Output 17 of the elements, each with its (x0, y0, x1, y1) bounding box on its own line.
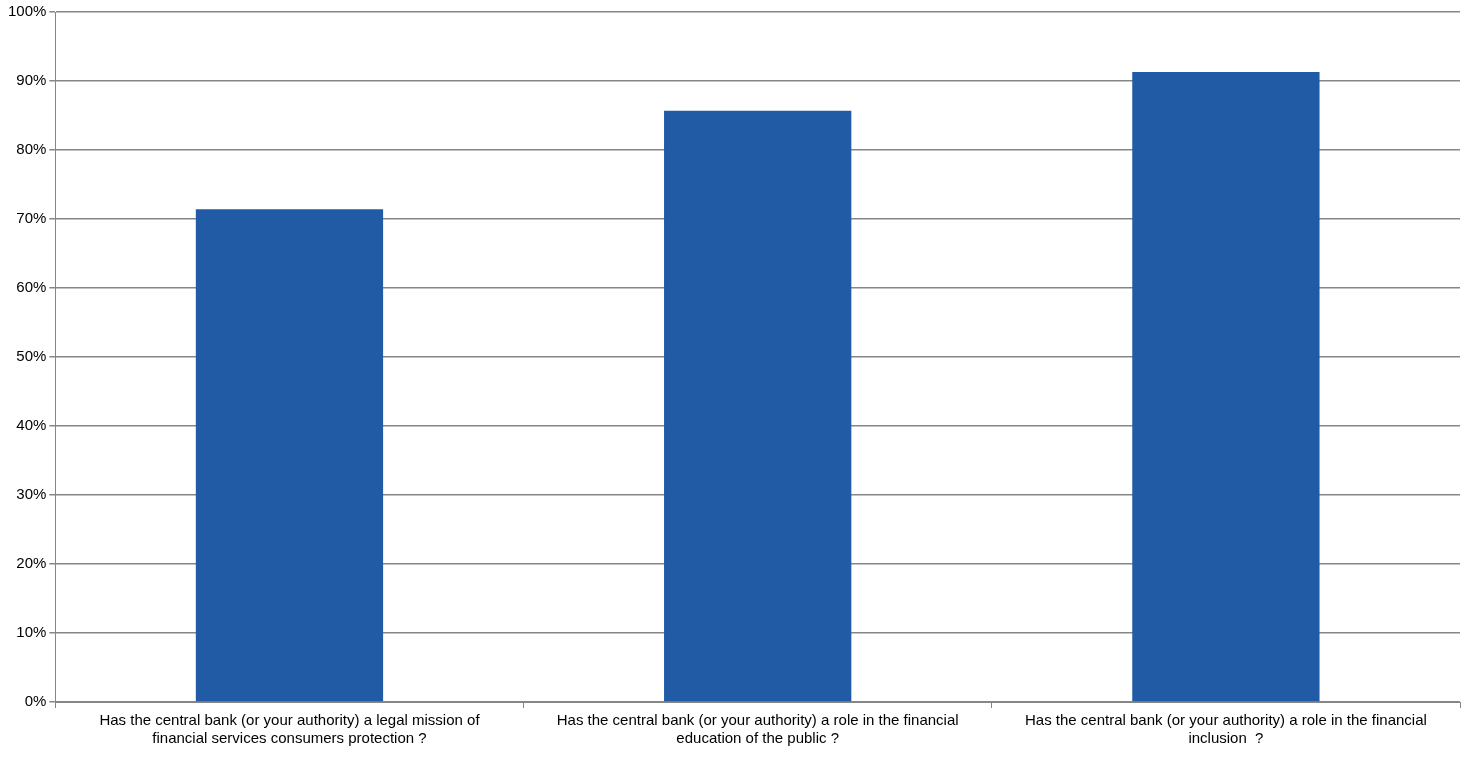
y-tick-label: 30% (16, 485, 47, 503)
bar (664, 110, 852, 702)
y-tick-label: 80% (16, 140, 47, 158)
bar (1132, 72, 1320, 702)
y-tick-label: 60% (16, 278, 47, 296)
y-tick-label: 70% (16, 209, 47, 227)
x-tick-label: Has the central bank (or your authority) a legal mission of financial services consumers protection ? (99, 711, 481, 747)
y-tick-label: 50% (16, 347, 47, 365)
bar (195, 209, 384, 702)
x-tick-label: Has the central bank (or your authority) a role in the financial education of the public ? (556, 711, 959, 747)
y-tick-label: 100% (7, 2, 47, 20)
y-tick-label: 20% (16, 554, 47, 572)
y-tick-label: 40% (16, 416, 47, 434)
y-tick-label: 0% (24, 692, 47, 710)
x-tick-label: Has the central bank (or your authority) a role in the financial inclusion ? (1024, 711, 1427, 747)
y-tick-label: 10% (16, 623, 47, 641)
y-tick-label: 90% (16, 71, 47, 89)
